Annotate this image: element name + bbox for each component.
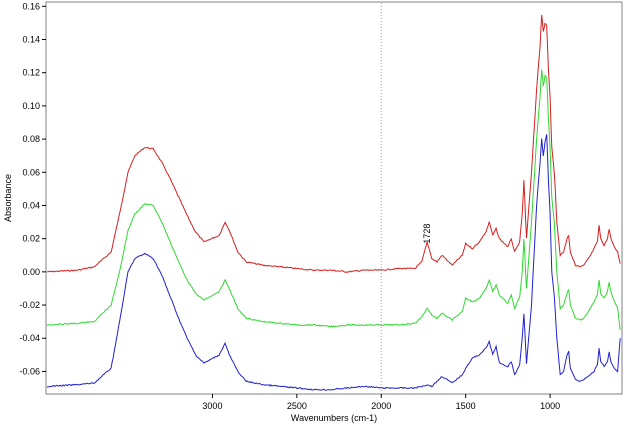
y-tick-label: -0.02	[19, 300, 40, 310]
y-tick-label: 0.04	[22, 200, 40, 210]
peak-annotation: 1728	[422, 224, 432, 244]
y-tick-label: 0.14	[22, 35, 40, 45]
y-tick-label: 0.02	[22, 234, 40, 244]
y-axis-ticks: -0.06 -0.04 -0.02 0.00 0.02 0.04 0.06 0.08 0.10 0…	[19, 1, 46, 376]
y-tick-label: -0.06	[19, 366, 40, 376]
x-tick-label: 3000	[202, 401, 222, 411]
annotation-layer: 1728	[422, 224, 432, 244]
series-line-1	[46, 14, 621, 273]
x-tick-label: 2000	[371, 401, 391, 411]
y-tick-label: -0.04	[19, 333, 40, 343]
x-axis-ticks: 3000 2500 2000 1500 1000	[202, 394, 560, 411]
x-axis-label: Wavenumbers (cm-1)	[291, 413, 377, 423]
y-tick-label: 0.06	[22, 167, 40, 177]
y-tick-label: 0.12	[22, 68, 40, 78]
series-layer	[46, 14, 621, 391]
y-tick-label: 0.00	[22, 267, 40, 277]
y-tick-label: 0.08	[22, 134, 40, 144]
y-tick-label: 0.16	[22, 1, 40, 11]
series-line-2	[46, 69, 621, 330]
x-tick-label: 1500	[456, 401, 476, 411]
plot-frame	[45, 1, 623, 395]
y-axis-label: Absorbance	[3, 174, 13, 222]
y-tick-label: 0.10	[22, 101, 40, 111]
series-line-3	[47, 134, 621, 391]
x-tick-label: 2500	[287, 401, 307, 411]
x-tick-label: 1000	[540, 401, 560, 411]
